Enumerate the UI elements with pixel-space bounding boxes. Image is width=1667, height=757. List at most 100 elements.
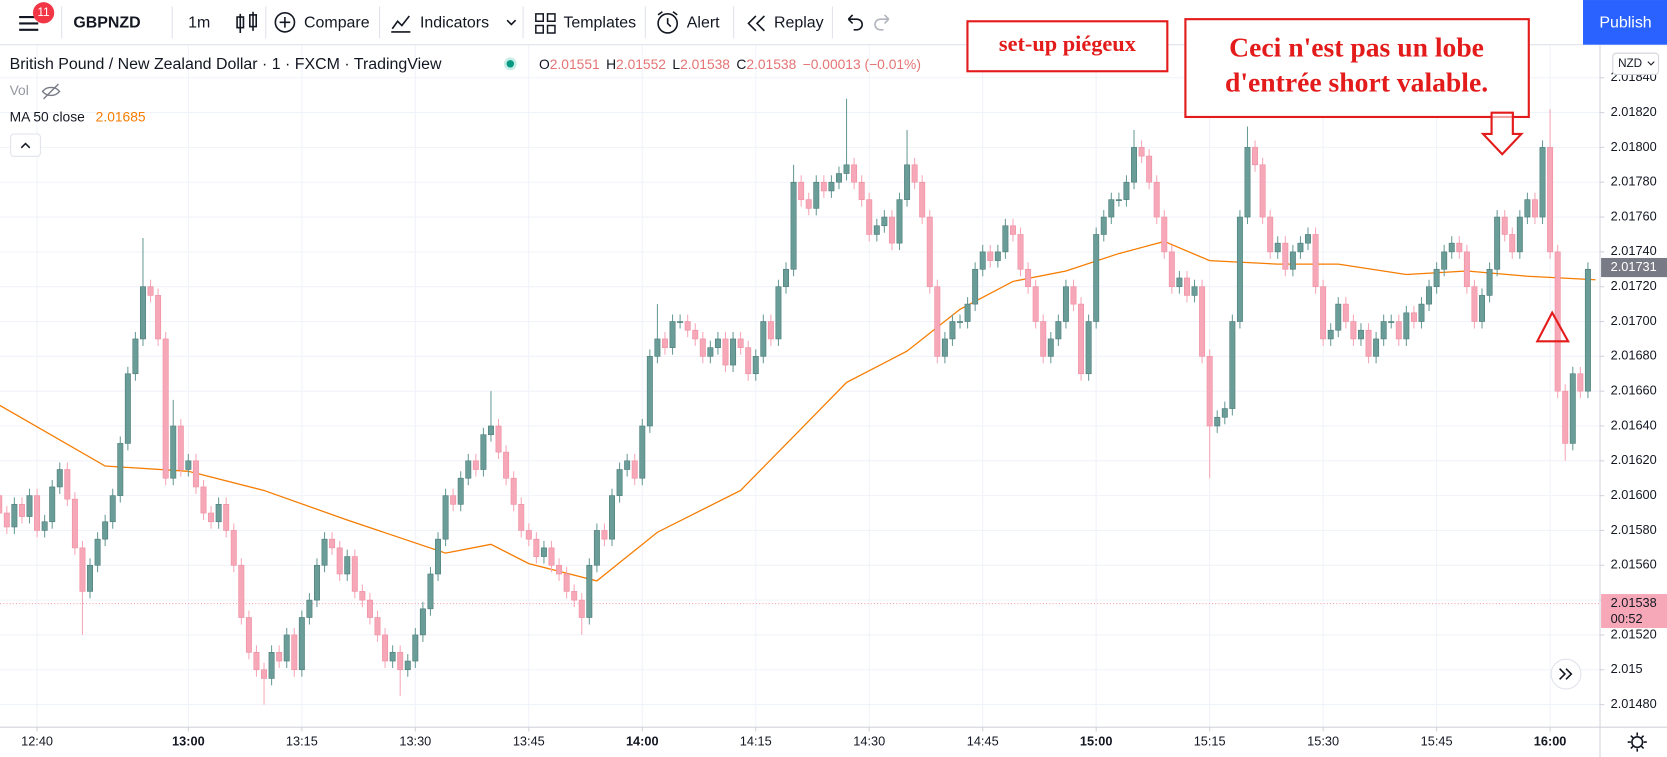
- legend: British Pound / New Zealand Dollar · 1 ·…: [10, 56, 921, 157]
- candle-body: [1108, 199, 1115, 218]
- candle-body: [56, 469, 63, 488]
- candle-body: [1229, 321, 1236, 409]
- candle-body: [699, 338, 706, 357]
- x-tick-label: 15:15: [1194, 733, 1226, 748]
- candle-body: [435, 538, 441, 575]
- candle-body: [223, 504, 230, 531]
- candle-body: [646, 356, 653, 427]
- menu-button[interactable]: 11: [19, 2, 55, 31]
- interval[interactable]: 1m: [188, 15, 210, 32]
- alert-button[interactable]: Alert: [657, 11, 720, 34]
- annotation-box: [966, 20, 1169, 73]
- scroll-button[interactable]: [1550, 658, 1582, 690]
- symbol-title: British Pound / New Zealand Dollar · 1 ·…: [10, 56, 442, 73]
- candle-body: [109, 495, 116, 523]
- candle-body: [1486, 268, 1493, 296]
- candle-body: [1032, 286, 1039, 322]
- annotations: set-up piégeux Ceci n'est pas un lobe d'…: [966, 18, 1570, 343]
- candle-body: [162, 338, 169, 479]
- y-tick-label: 2.01680: [1611, 348, 1657, 363]
- candle-body: [404, 660, 411, 671]
- candle-body: [586, 564, 593, 618]
- candle-body: [775, 286, 782, 340]
- candle-body: [1395, 321, 1402, 340]
- last-price-marker: [1601, 594, 1667, 629]
- y-tick-label: 2.01520: [1611, 626, 1657, 641]
- candle-body: [1206, 356, 1213, 427]
- candle-body: [351, 556, 358, 592]
- compare-icon: [274, 11, 296, 33]
- candle-body: [238, 564, 245, 618]
- candle-body: [745, 347, 752, 375]
- y-tick-label: 2.01780: [1611, 174, 1657, 189]
- gear-icon: [1627, 732, 1647, 752]
- candle-body: [972, 268, 979, 305]
- candle-body: [1509, 234, 1516, 253]
- candle-body: [707, 347, 714, 357]
- candle-body: [1017, 234, 1024, 270]
- candle-body: [631, 460, 638, 479]
- candle-body: [941, 338, 948, 357]
- candle-body: [752, 356, 759, 375]
- publish-label: Publish: [1599, 15, 1651, 32]
- x-tick-label: 15:45: [1421, 733, 1453, 748]
- status-dot: [506, 60, 515, 68]
- candle-body: [1479, 295, 1485, 322]
- candle-body: [472, 460, 479, 470]
- candle-body: [737, 338, 744, 348]
- chart-type-button[interactable]: [236, 11, 258, 33]
- currency-select[interactable]: NZD: [1612, 52, 1660, 75]
- symbol[interactable]: GBPNZD: [73, 15, 140, 32]
- redo-button[interactable]: [874, 14, 890, 31]
- candle-body: [563, 573, 570, 592]
- compare-button[interactable]: Compare: [274, 11, 370, 33]
- candle-body: [1418, 303, 1425, 322]
- candle-body: [556, 564, 563, 575]
- candle-body: [283, 634, 290, 662]
- templates-button[interactable]: Templates: [535, 13, 636, 34]
- candle-body: [540, 547, 547, 557]
- candle-body: [1388, 321, 1395, 323]
- candle-body: [1282, 242, 1289, 270]
- publish-button[interactable]: Publish: [1583, 0, 1667, 45]
- candle-body: [124, 373, 131, 444]
- candle-body: [94, 538, 101, 566]
- replay-button[interactable]: Replay: [747, 15, 824, 32]
- candle-body: [495, 425, 502, 453]
- x-tick-label: 12:40: [21, 733, 53, 748]
- candle-body: [185, 460, 192, 470]
- candle-body: [957, 321, 963, 323]
- hide-icon[interactable]: [41, 83, 61, 100]
- candle-body: [427, 573, 434, 610]
- candle-body: [828, 181, 835, 192]
- candle-body: [230, 530, 237, 566]
- candle-body: [1252, 147, 1259, 166]
- candle-body: [344, 556, 351, 575]
- collapse-button[interactable]: [10, 133, 41, 157]
- indicators-button[interactable]: Indicators: [391, 15, 517, 33]
- candle-body: [934, 286, 941, 357]
- candle-body: [601, 530, 608, 540]
- candle-body: [873, 225, 880, 235]
- candle-body: [1093, 234, 1100, 322]
- candle-body: [949, 321, 956, 340]
- replay-label: Replay: [774, 15, 824, 32]
- candle-body: [760, 321, 767, 357]
- settings-button[interactable]: [1627, 732, 1647, 752]
- undo-button[interactable]: [847, 14, 863, 31]
- candle-body: [1236, 216, 1243, 322]
- candle-body: [1357, 329, 1364, 340]
- axes: 2.014802.0152.015202.015402.015602.01580…: [21, 69, 1667, 748]
- candle-body: [3, 512, 10, 528]
- candle-body: [1562, 390, 1569, 444]
- y-tick-label: 2.01580: [1611, 522, 1657, 537]
- candle-body: [571, 591, 578, 601]
- candle-body: [1539, 147, 1546, 218]
- candle-body: [926, 216, 933, 288]
- candle-body: [321, 538, 328, 566]
- badge: [32, 2, 55, 24]
- candle-body: [465, 460, 472, 479]
- y-tick-label: 2.01740: [1611, 243, 1657, 258]
